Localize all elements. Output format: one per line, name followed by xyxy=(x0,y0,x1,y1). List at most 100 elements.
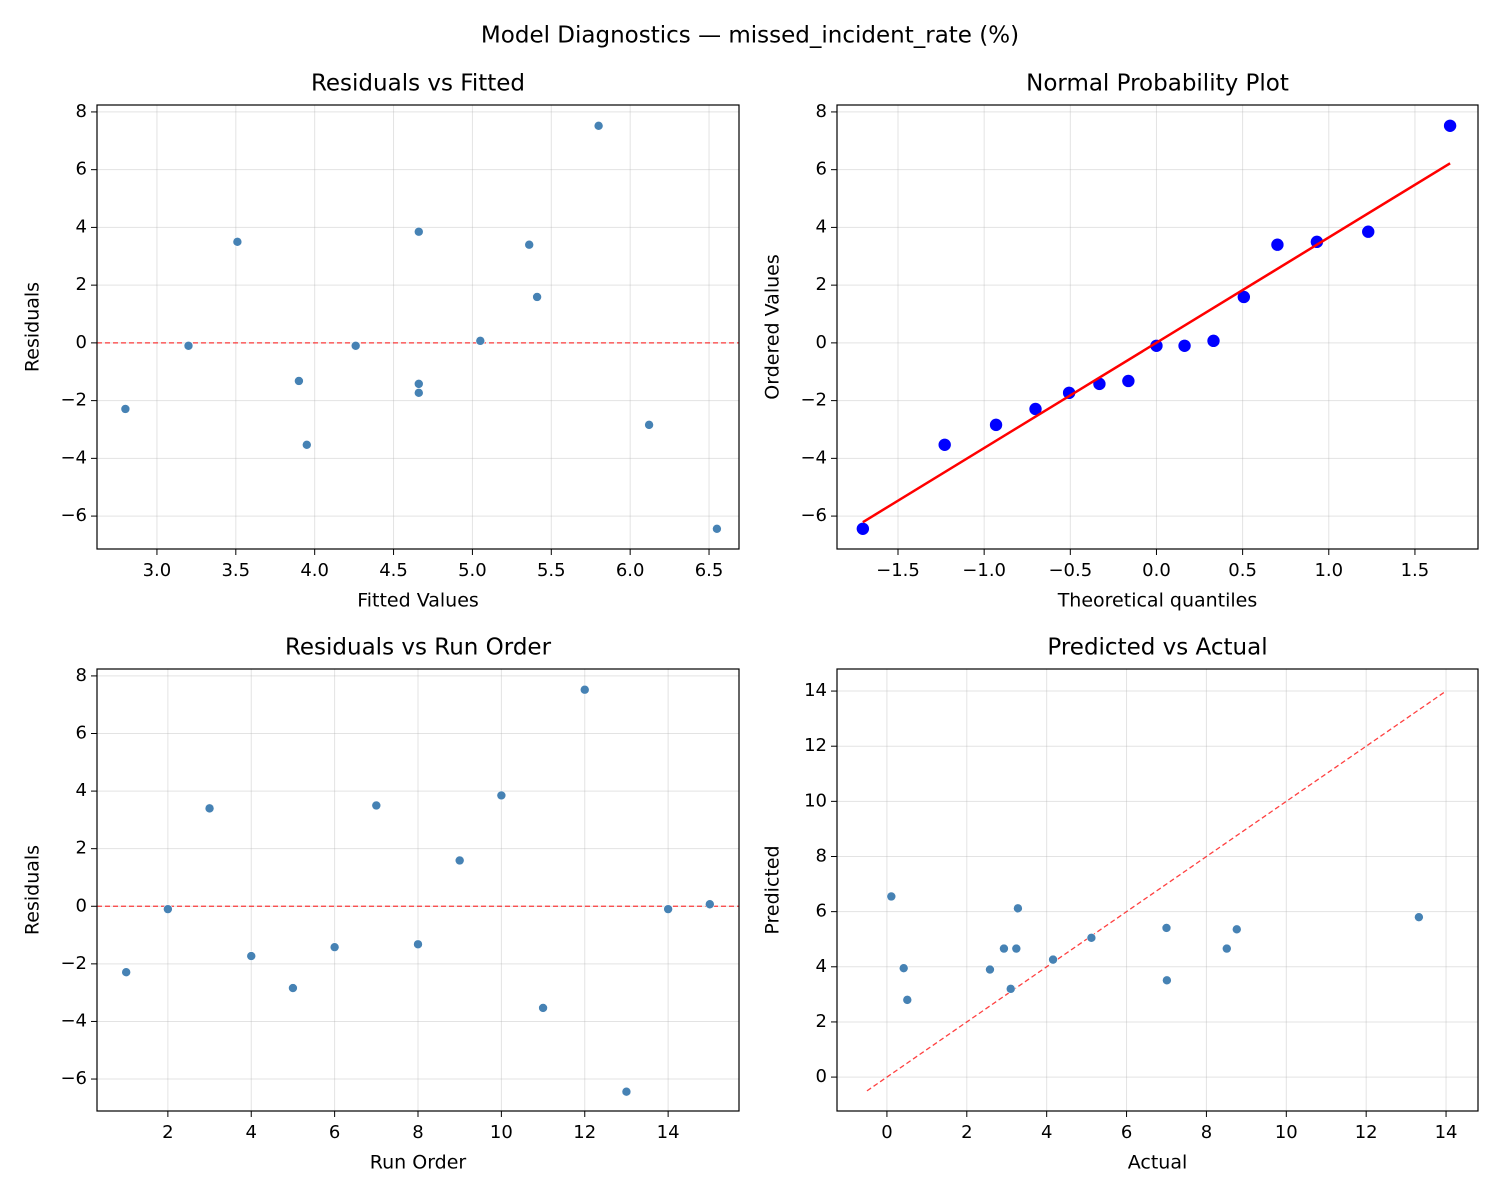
point xyxy=(413,226,424,237)
x-tick-label: 4 xyxy=(246,1122,257,1143)
point xyxy=(413,939,423,950)
point xyxy=(183,340,194,351)
point xyxy=(999,943,1009,954)
y-tick-label: 4 xyxy=(816,216,827,237)
y-tick-label: −4 xyxy=(800,447,827,468)
axes-frame xyxy=(96,104,740,550)
y-tick-label: −2 xyxy=(60,953,87,974)
y-tick-label: 6 xyxy=(76,723,87,744)
y-tick-label: 0 xyxy=(76,895,87,916)
y-tick-label: −2 xyxy=(60,390,87,411)
axes-frame xyxy=(836,104,1479,550)
point xyxy=(886,891,897,902)
point xyxy=(937,437,952,452)
y-axis-label: Predicted xyxy=(762,845,784,934)
point xyxy=(705,899,715,910)
point xyxy=(1361,224,1376,239)
x-tick-label: 5.5 xyxy=(537,560,566,581)
x-tick-label: 2 xyxy=(162,1122,173,1143)
point xyxy=(712,523,722,534)
y-tick-label: 2 xyxy=(76,274,87,295)
y-tick-label: 8 xyxy=(76,101,87,122)
x-tick-label: 6.0 xyxy=(616,560,645,581)
point xyxy=(204,803,215,814)
point xyxy=(121,967,131,978)
subplot: −1.5 −1.0 −0.5 0.0 0.5 1.0 1.5 −6 −4 −2 0 2 4 6 8 Norma… xyxy=(762,71,1479,612)
point xyxy=(579,684,590,695)
point xyxy=(1231,924,1242,935)
x-tick-label: 8 xyxy=(1201,1122,1212,1143)
point xyxy=(1414,912,1424,922)
point xyxy=(329,942,340,952)
point xyxy=(288,983,298,993)
subplot-title: Normal Probability Plot xyxy=(1026,71,1289,97)
x-tick-label: 14 xyxy=(657,1122,680,1143)
x-tick-label: 6 xyxy=(1121,1122,1132,1143)
y-tick-label: 0 xyxy=(816,332,827,353)
point xyxy=(1086,933,1097,943)
y-tick-label: −6 xyxy=(800,505,827,526)
point xyxy=(856,521,870,536)
point xyxy=(1121,374,1136,388)
point xyxy=(538,1003,548,1013)
subplot: 2 4 6 8 10 12 14 −6 −4 −2 0 2 4 6 8 Residuals vs Run Or… xyxy=(22,635,740,1174)
point xyxy=(898,963,909,973)
point xyxy=(1011,943,1022,954)
y-tick-label: 12 xyxy=(804,735,827,756)
point xyxy=(454,855,465,866)
y-tick-label: 2 xyxy=(76,838,87,859)
point xyxy=(902,995,913,1005)
y-tick-label: 4 xyxy=(816,956,827,977)
y-axis-label: Residuals xyxy=(22,845,44,935)
x-tick-label: 0.0 xyxy=(1142,560,1171,581)
point xyxy=(1005,984,1016,994)
x-tick-label: 1.5 xyxy=(1401,560,1430,581)
y-tick-label: 2 xyxy=(816,1011,827,1032)
point xyxy=(989,418,1003,432)
point xyxy=(371,800,382,811)
point xyxy=(1161,923,1172,933)
x-tick-label: 14 xyxy=(1435,1122,1458,1143)
x-tick-label: 10 xyxy=(1275,1122,1298,1143)
y-tick-label: −4 xyxy=(60,1010,87,1031)
point xyxy=(1206,334,1221,348)
point xyxy=(1443,118,1457,133)
y-tick-label: −2 xyxy=(800,390,827,411)
point xyxy=(120,404,131,414)
x-tick-label: 4 xyxy=(1041,1122,1052,1143)
y-tick-label: 4 xyxy=(76,216,87,237)
subplot: 0 2 4 6 8 10 12 14 0 2 4 6 8 10 12 14 Predicted vs Actua… xyxy=(762,635,1479,1174)
subplot: 3.0 3.5 4.0 4.5 5.0 5.5 6.0 6.5 −6 −4 −2 0 2 4 6 8 Resid… xyxy=(22,71,740,612)
axes-frame xyxy=(836,668,1479,1112)
x-tick-label: 3.5 xyxy=(221,560,250,581)
x-axis-label: Actual xyxy=(1128,1152,1188,1174)
y-tick-label: 2 xyxy=(816,274,827,295)
point xyxy=(232,237,243,247)
y-tick-label: 8 xyxy=(816,101,827,122)
point xyxy=(350,340,361,351)
point xyxy=(1013,903,1023,914)
point xyxy=(413,388,424,398)
x-tick-label: 0.5 xyxy=(1228,560,1257,581)
point xyxy=(663,904,673,914)
y-tick-label: 14 xyxy=(804,680,827,701)
x-axis-label: Fitted Values xyxy=(357,590,479,612)
y-tick-label: −6 xyxy=(60,1068,87,1089)
point xyxy=(524,239,535,250)
x-tick-label: 12 xyxy=(573,1122,596,1143)
y-tick-label: 10 xyxy=(804,790,827,811)
subplot-title: Residuals vs Fitted xyxy=(311,71,525,97)
point xyxy=(593,120,604,131)
y-tick-label: −6 xyxy=(60,505,87,526)
y-tick-label: 4 xyxy=(76,780,87,801)
y-tick-label: 6 xyxy=(816,901,827,922)
point xyxy=(644,420,654,430)
x-tick-label: 2 xyxy=(961,1122,972,1143)
point xyxy=(1048,954,1058,965)
x-axis-label: Run Order xyxy=(370,1152,467,1174)
x-tick-label: −0.5 xyxy=(1048,560,1092,581)
figure-title: Model Diagnostics — missed_incident_rate… xyxy=(481,23,1019,49)
x-tick-label: 10 xyxy=(490,1122,513,1143)
